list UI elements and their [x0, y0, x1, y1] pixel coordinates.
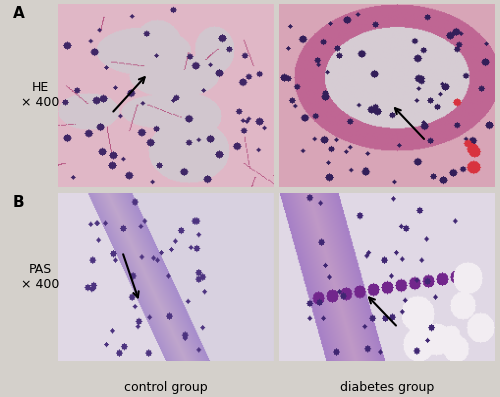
Text: HE
× 400: HE × 400 — [21, 81, 59, 109]
Text: control group: control group — [124, 381, 207, 394]
Text: A: A — [12, 6, 24, 21]
Text: B: B — [12, 195, 24, 210]
Text: diabetes group: diabetes group — [340, 381, 434, 394]
Text: PAS
× 400: PAS × 400 — [21, 263, 59, 291]
